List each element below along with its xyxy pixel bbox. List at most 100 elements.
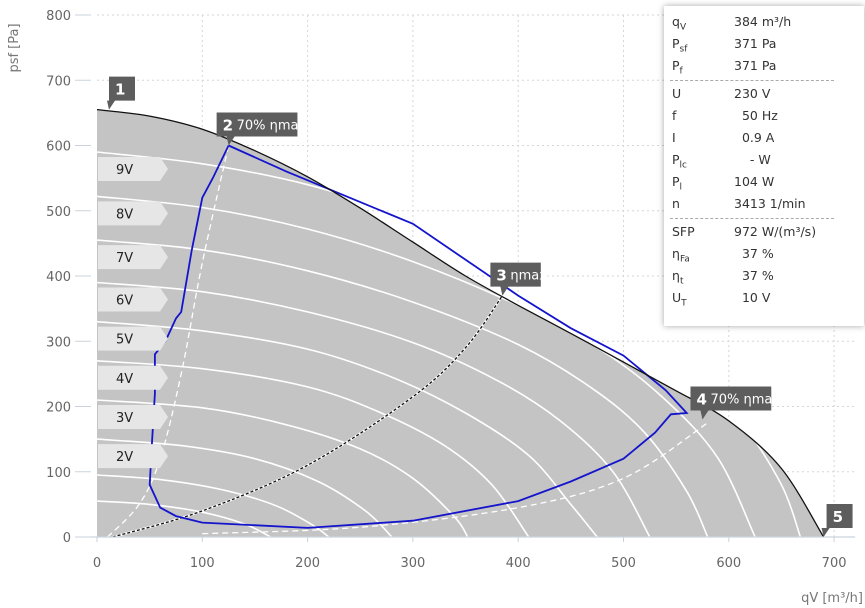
svg-text:5V: 5V bbox=[116, 333, 133, 348]
info-row: ηFa 37 % bbox=[664, 244, 864, 265]
y-tick-label: 0 bbox=[63, 531, 71, 546]
voltage-label: 6V bbox=[98, 287, 168, 312]
voltage-curve bbox=[96, 500, 272, 538]
marker-2: 2 70% ηmax bbox=[216, 112, 307, 146]
marker-number: 4 bbox=[696, 391, 706, 409]
info-separator bbox=[670, 80, 834, 81]
voltage-curve bbox=[96, 360, 530, 538]
info-value: 37 % bbox=[734, 268, 774, 283]
info-row: Pf 371 Pa bbox=[664, 56, 864, 77]
efficiency-curves bbox=[107, 145, 709, 539]
info-row: I 0.9 A bbox=[664, 128, 864, 148]
info-value: - W bbox=[734, 152, 771, 167]
info-label: ηFa bbox=[672, 246, 690, 265]
y-tick-label: 700 bbox=[46, 74, 71, 89]
info-value: 104 W bbox=[734, 174, 775, 189]
y-axis-label: psf [Pa] bbox=[7, 23, 22, 72]
x-tick-label: 400 bbox=[506, 556, 531, 571]
info-label: I bbox=[672, 130, 676, 145]
info-row: Plc - W bbox=[664, 150, 864, 171]
info-value: 371 Pa bbox=[734, 58, 777, 73]
info-value: 37 % bbox=[734, 246, 774, 261]
voltage-curve bbox=[96, 281, 651, 538]
y-tick-label: 100 bbox=[46, 466, 71, 481]
info-row: SFP 972 W/(m³/s) bbox=[664, 222, 864, 242]
voltage-curve bbox=[96, 239, 709, 538]
y-tick-label: 800 bbox=[46, 9, 71, 24]
marker-number: 3 bbox=[496, 267, 506, 285]
marker-text: 70% ηmax bbox=[237, 119, 307, 134]
info-label: n bbox=[672, 196, 680, 211]
voltage-curve bbox=[96, 474, 330, 538]
marker-4: 4 70% ηmax bbox=[690, 386, 780, 420]
efficiency-curve bbox=[112, 295, 503, 538]
x-tick-label: 700 bbox=[822, 556, 847, 571]
svg-text:7V: 7V bbox=[116, 251, 133, 266]
voltage-label: 5V bbox=[98, 326, 168, 351]
x-tick-label: 100 bbox=[190, 556, 215, 571]
info-panel: qV 384 m³/h Psf 371 Pa Pf 371 Pa U 230 V f 50 Hz… bbox=[664, 6, 864, 326]
info-label: Psf bbox=[672, 36, 688, 55]
marker-5: 5 bbox=[821, 504, 853, 537]
markers: 1 2 70% ηmax 3 ηmax 4 70% ηmax 5 bbox=[107, 76, 853, 537]
svg-text:2V: 2V bbox=[116, 450, 133, 465]
y-tick-label: 200 bbox=[46, 401, 71, 416]
info-row: UT 10 V bbox=[664, 288, 864, 309]
info-row: qV 384 m³/h bbox=[664, 12, 864, 33]
info-label: ηt bbox=[672, 268, 684, 287]
info-row: Psf 371 Pa bbox=[664, 34, 864, 55]
info-value: 0.9 A bbox=[734, 130, 775, 145]
x-tick-label: 0 bbox=[93, 556, 101, 571]
info-label: Pl bbox=[672, 174, 683, 193]
marker-number: 2 bbox=[223, 117, 233, 135]
info-value: 230 V bbox=[734, 86, 771, 101]
voltage-labels: 9V 8V 7V 6V 5V 4V 3V 2V bbox=[98, 156, 168, 469]
info-value: 50 Hz bbox=[734, 108, 778, 123]
svg-text:3V: 3V bbox=[116, 411, 133, 426]
svg-text:8V: 8V bbox=[116, 207, 133, 222]
axes: 0 100 200 300 400 500 600 700 0 100 200 300 400 500 60… bbox=[46, 9, 856, 571]
x-tick-label: 300 bbox=[400, 556, 425, 571]
svg-text:6V: 6V bbox=[116, 293, 133, 308]
y-tick-label: 500 bbox=[46, 205, 71, 220]
voltage-label: 7V bbox=[98, 245, 168, 270]
svg-text:4V: 4V bbox=[116, 372, 133, 387]
info-label: SFP bbox=[672, 224, 695, 239]
efficiency-curve bbox=[107, 145, 230, 538]
info-value: 371 Pa bbox=[734, 36, 777, 51]
voltage-label: 9V bbox=[98, 156, 168, 181]
info-row: f 50 Hz bbox=[664, 106, 864, 126]
voltage-curve bbox=[96, 438, 393, 538]
info-label: U bbox=[672, 86, 682, 101]
y-tick-label: 400 bbox=[46, 270, 71, 285]
info-value: 384 m³/h bbox=[734, 14, 792, 29]
info-row: Pl 104 W bbox=[664, 172, 864, 193]
voltage-label: 3V bbox=[98, 404, 168, 429]
info-label: qV bbox=[672, 14, 687, 33]
info-row: ηt 37 % bbox=[664, 266, 864, 287]
info-label: f bbox=[672, 108, 677, 123]
info-separator bbox=[670, 218, 834, 219]
marker-1: 1 bbox=[107, 76, 135, 110]
info-label: Plc bbox=[672, 152, 687, 171]
marker-3: 3 ηmax bbox=[490, 262, 547, 296]
voltage-label: 4V bbox=[98, 365, 168, 390]
info-value: 3413 1/min bbox=[734, 196, 806, 211]
svg-text:9V: 9V bbox=[116, 163, 133, 178]
voltage-label: 8V bbox=[98, 201, 168, 226]
y-tick-label: 600 bbox=[46, 140, 71, 155]
x-tick-label: 600 bbox=[716, 556, 741, 571]
marker-number: 1 bbox=[115, 81, 125, 99]
info-value: 10 V bbox=[734, 290, 771, 305]
info-row: n 3413 1/min bbox=[664, 194, 864, 214]
efficiency-curve bbox=[202, 422, 709, 535]
marker-text: 70% ηmax bbox=[710, 393, 780, 408]
x-tick-label: 500 bbox=[611, 556, 636, 571]
voltage-curve bbox=[96, 320, 598, 538]
voltage-label: 2V bbox=[98, 444, 168, 469]
marker-text: ηmax bbox=[510, 269, 547, 284]
x-axis-label: qV [m³/h] bbox=[801, 591, 863, 606]
x-tick-label: 200 bbox=[295, 556, 320, 571]
info-label: UT bbox=[672, 290, 687, 309]
